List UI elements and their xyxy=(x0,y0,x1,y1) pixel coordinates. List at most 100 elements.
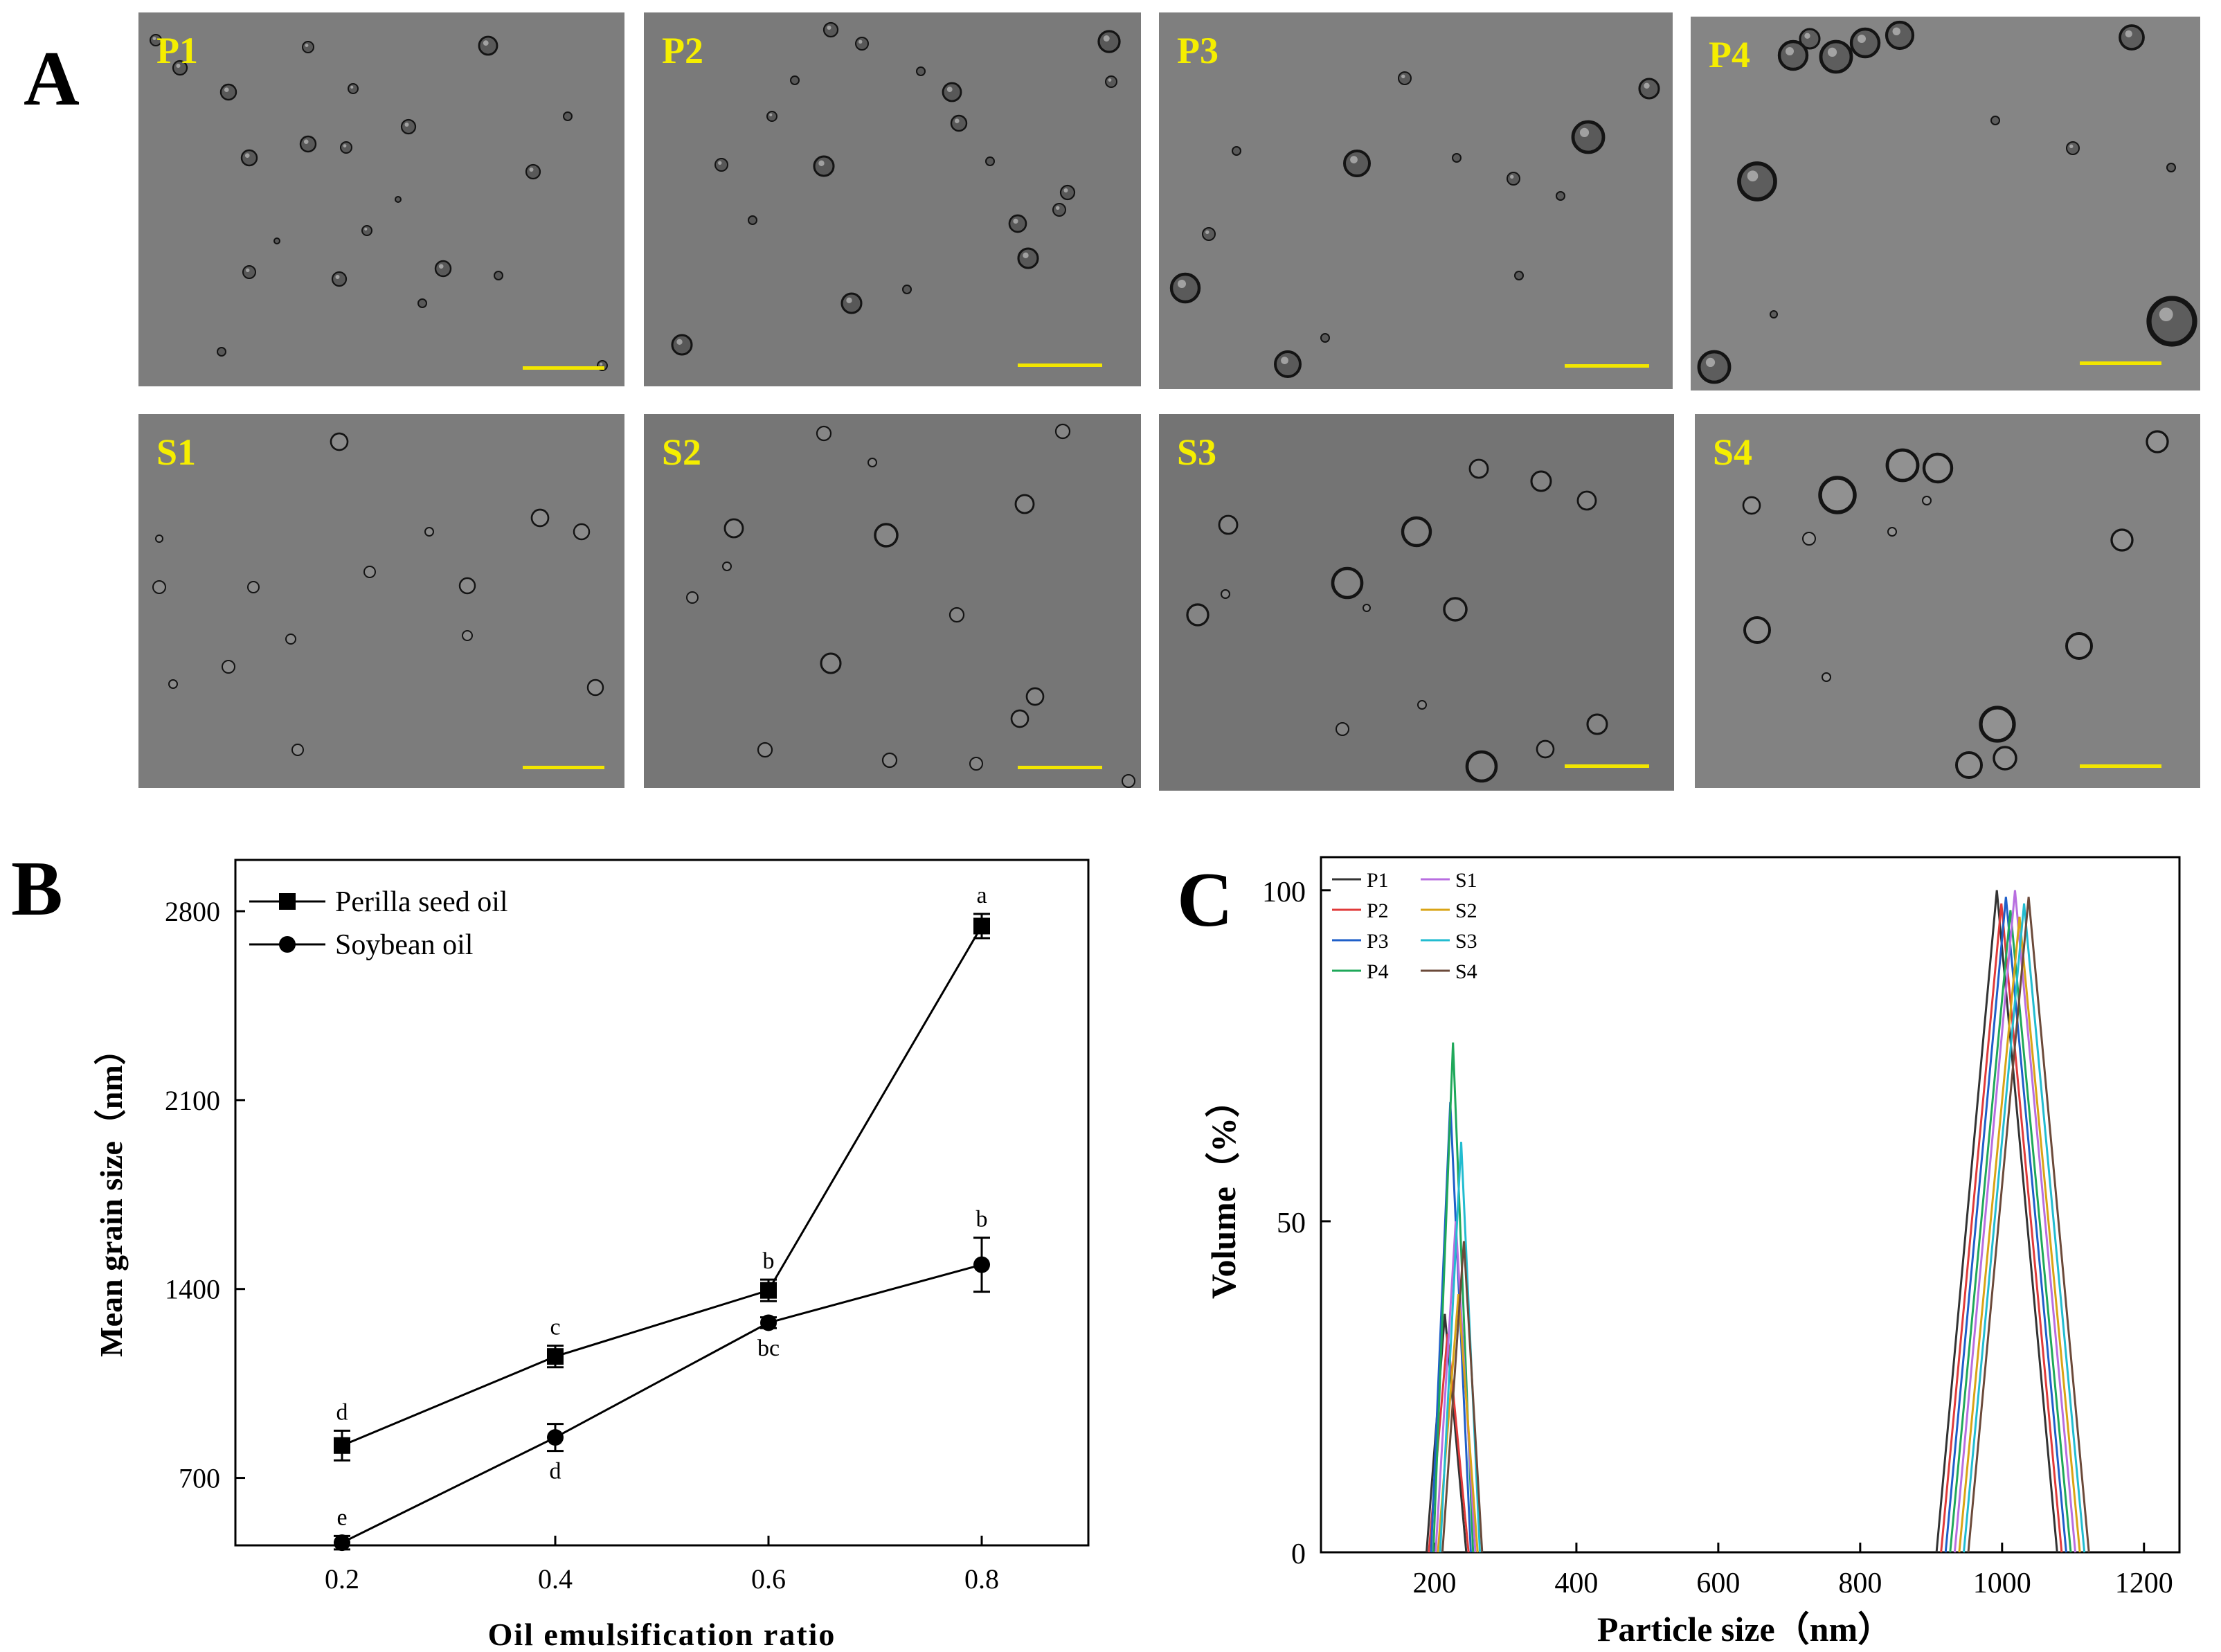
droplet-highlight xyxy=(769,113,773,116)
legend-label: S3 xyxy=(1455,930,1477,953)
droplet xyxy=(1799,28,1821,50)
droplet xyxy=(874,523,899,548)
micrograph-s2: S2 xyxy=(644,414,1141,788)
panel-label-a: A xyxy=(24,36,80,122)
droplet xyxy=(563,111,573,121)
droplet xyxy=(969,757,983,771)
scale-bar xyxy=(2080,361,2161,365)
droplet xyxy=(1059,184,1076,201)
y-tick-label: 0 xyxy=(1291,1538,1306,1570)
droplet-highlight xyxy=(244,153,250,158)
droplet xyxy=(152,580,166,594)
series-s4-peak-1 xyxy=(1441,1241,1484,1553)
droplet xyxy=(1922,452,1954,484)
micrograph-background xyxy=(644,414,1141,788)
data-point xyxy=(547,1429,564,1446)
x-tick-label: 200 xyxy=(1412,1568,1456,1599)
droplet xyxy=(723,518,744,539)
droplet xyxy=(395,196,402,203)
droplet xyxy=(1802,532,1816,546)
droplet xyxy=(1849,27,1881,59)
legend-label: P1 xyxy=(1367,869,1389,892)
series-p1-peak-1 xyxy=(1425,1313,1468,1553)
series-s2-peak-1 xyxy=(1437,1293,1479,1553)
droplet xyxy=(273,237,280,244)
legend-marker xyxy=(279,936,296,953)
droplet xyxy=(1819,39,1853,74)
droplet xyxy=(1052,203,1066,217)
x-tick-label: 800 xyxy=(1838,1568,1882,1599)
x-tick-label: 0.2 xyxy=(325,1563,359,1595)
droplet xyxy=(1105,75,1117,88)
droplet-highlight xyxy=(946,87,953,92)
droplet xyxy=(348,83,359,94)
droplet xyxy=(950,114,968,132)
micrograph-s4: S4 xyxy=(1695,414,2200,788)
series-line-perilla-seed-oil xyxy=(341,925,983,1447)
series-s1-peak-2 xyxy=(1953,890,2077,1553)
droplet-highlight xyxy=(364,227,368,231)
droplet-highlight xyxy=(483,40,489,46)
droplet xyxy=(242,265,256,279)
droplet-highlight xyxy=(1579,127,1590,137)
scale-bar xyxy=(1018,363,1102,367)
droplet xyxy=(2166,163,2176,172)
data-point xyxy=(547,1348,564,1365)
droplet-highlight xyxy=(152,37,156,40)
droplet xyxy=(478,35,498,56)
droplet-highlight xyxy=(529,168,534,172)
droplet xyxy=(1343,150,1371,177)
droplet xyxy=(1638,78,1660,100)
droplet xyxy=(867,458,877,467)
y-tick-label: 100 xyxy=(1262,877,1306,908)
droplet-highlight xyxy=(1827,47,1837,57)
droplet xyxy=(361,225,372,236)
droplet xyxy=(299,135,317,153)
scale-bar xyxy=(2080,764,2161,768)
y-tick-label: 1400 xyxy=(165,1274,220,1305)
droplet xyxy=(985,156,995,166)
droplet xyxy=(822,21,839,38)
droplet xyxy=(1232,146,1241,156)
droplet xyxy=(1221,589,1230,599)
droplet xyxy=(1586,713,1608,735)
micrograph-label: P4 xyxy=(1709,34,1750,75)
significance-letter: b xyxy=(976,1207,988,1232)
droplet-highlight xyxy=(305,44,309,47)
micrograph-background xyxy=(1159,12,1673,389)
droplet xyxy=(1443,597,1468,622)
droplet xyxy=(855,37,869,51)
droplet xyxy=(2146,430,2169,454)
droplet xyxy=(1468,458,1489,479)
x-tick-label: 1000 xyxy=(1973,1568,2031,1599)
droplet-highlight xyxy=(1023,252,1029,258)
droplet xyxy=(1122,774,1135,788)
x-tick-label: 1200 xyxy=(2115,1568,2173,1599)
droplet xyxy=(331,271,348,287)
micrograph-s3: S3 xyxy=(1159,414,1674,791)
droplet xyxy=(462,630,473,641)
micrograph-p4: P4 xyxy=(1691,17,2200,390)
series-p2-peak-1 xyxy=(1428,1334,1470,1553)
y-axis-label: Volume（%） xyxy=(1204,1083,1243,1299)
droplet-highlight xyxy=(1747,170,1759,181)
x-axis-label: Particle size（nm） xyxy=(1597,1610,1892,1649)
droplet xyxy=(1331,566,1364,600)
micrograph-label: P3 xyxy=(1177,30,1219,71)
y-tick-label: 2800 xyxy=(165,896,220,927)
droplet-highlight xyxy=(2125,30,2132,37)
droplet xyxy=(458,577,476,595)
droplet xyxy=(686,591,699,604)
droplet-highlight xyxy=(1108,78,1112,82)
droplet-highlight xyxy=(1178,280,1186,288)
droplet xyxy=(219,83,237,101)
droplet xyxy=(302,41,314,53)
droplet xyxy=(1697,350,1732,384)
droplet-highlight xyxy=(350,85,354,89)
droplet xyxy=(285,634,296,645)
micrograph-p3: P3 xyxy=(1159,12,1673,389)
micrograph-background xyxy=(1691,17,2200,390)
legend-label: S2 xyxy=(1455,899,1477,922)
droplet-highlight xyxy=(676,339,683,345)
droplet xyxy=(1274,350,1302,378)
